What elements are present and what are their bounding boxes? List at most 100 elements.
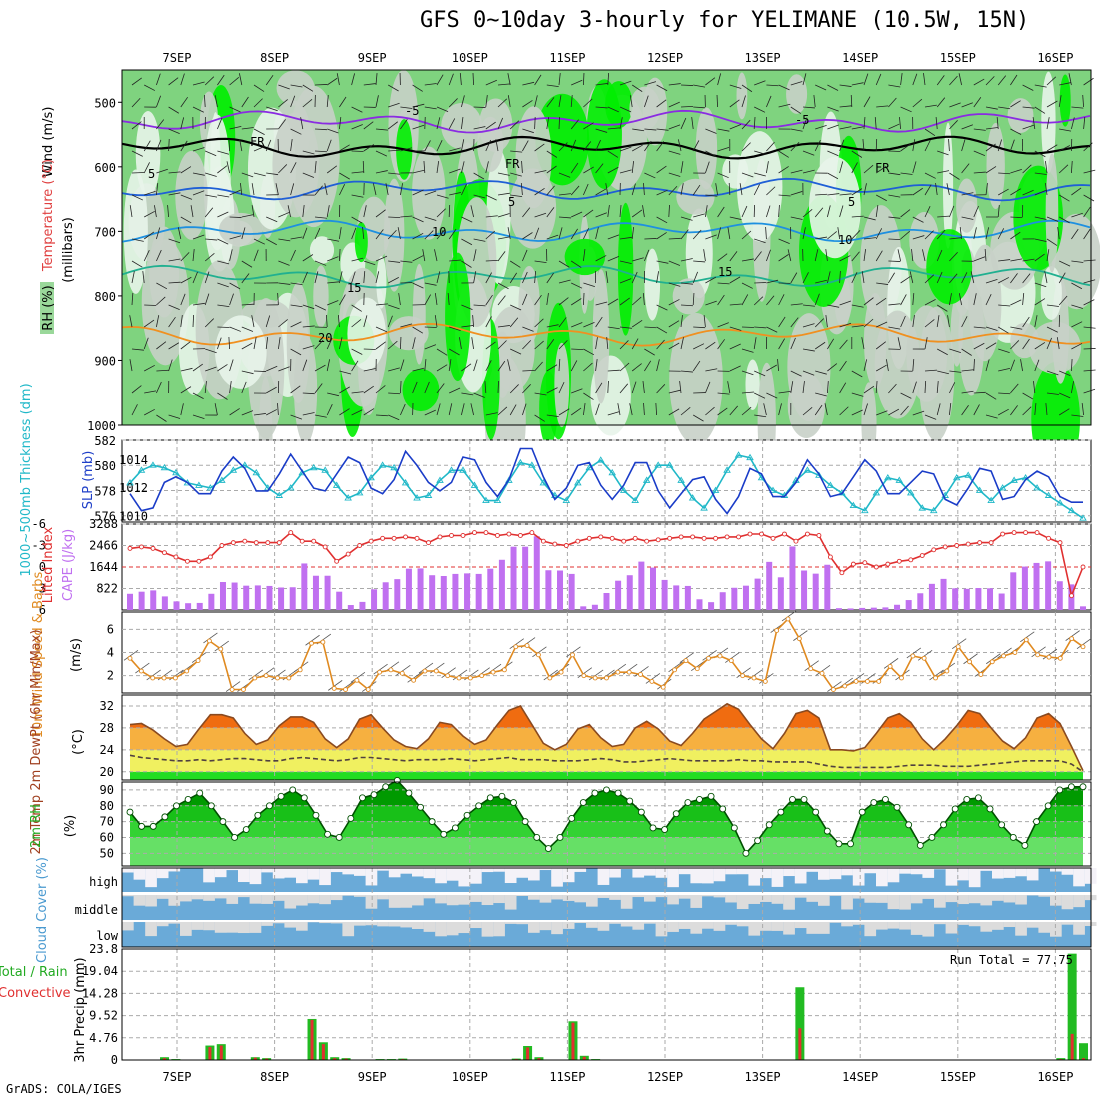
- slp-axis-label: SLP (mb): [81, 451, 96, 510]
- wind-barb: [571, 322, 583, 328]
- wind-barb: [715, 183, 718, 196]
- wind-barb: [875, 205, 879, 218]
- wind10m-speed-line-point: [1012, 650, 1018, 655]
- wind-barb: [571, 79, 583, 86]
- wind10m-barb: [917, 649, 933, 661]
- wind-barb: [875, 381, 878, 394]
- wind-barb: [485, 139, 492, 152]
- wind-barb: [192, 147, 205, 152]
- wind-barb: [607, 298, 619, 306]
- wind-barb: [876, 194, 887, 202]
- cloud-gap: [1015, 868, 1027, 877]
- wind-barb: [583, 122, 594, 130]
- wind-barb: [961, 216, 974, 220]
- wind-barb: [339, 144, 350, 152]
- wind-barb: [851, 162, 858, 174]
- wind-barb: [473, 249, 477, 262]
- wind-barb: [631, 183, 636, 196]
- lifted-index-line-point: [678, 534, 684, 540]
- wind-barb: [571, 348, 584, 351]
- wind-barb: [449, 326, 461, 332]
- wind-barb: [924, 230, 934, 240]
- wind-barb: [924, 274, 935, 284]
- wind-barb: [693, 326, 706, 329]
- wind-barb: [326, 95, 329, 108]
- wind-barb: [802, 73, 807, 86]
- thickness-line-point: [929, 506, 938, 514]
- wind-barb: [729, 365, 741, 372]
- rh2m-unit-label: (%): [63, 815, 78, 838]
- lifted-index-line-point: [586, 535, 592, 541]
- cloud-gap: [388, 895, 401, 908]
- wind-barb: [314, 227, 321, 240]
- wind-barb: [1059, 145, 1071, 152]
- wind-barb: [827, 84, 839, 91]
- wind-barb: [1010, 383, 1019, 394]
- wind-barb: [558, 95, 562, 108]
- wind-barb: [1034, 189, 1047, 196]
- precip-total-bar: [1067, 953, 1077, 1060]
- wind-barb: [400, 403, 406, 416]
- wind10m-unit-label: (m/s): [69, 638, 84, 672]
- wind-barb: [814, 404, 823, 416]
- wind-barb: [129, 315, 133, 328]
- wind10m-speed-line-point: [694, 666, 700, 672]
- lifted-index-line-point: [908, 557, 914, 563]
- wind-barb: [522, 81, 535, 86]
- wind-barb: [693, 106, 706, 109]
- wind-barb: [558, 116, 560, 130]
- wind-barb: [546, 414, 559, 418]
- rh-patch: [412, 263, 426, 365]
- cloud-gap: [354, 922, 366, 926]
- cape-bar: [742, 585, 749, 610]
- wind10m-speed-line-point: [774, 628, 780, 633]
- cape-bar: [545, 570, 552, 610]
- wind-barb: [314, 414, 327, 418]
- wind-barb: [156, 414, 167, 422]
- wind-barb: [802, 208, 813, 218]
- wind-barb: [497, 172, 510, 176]
- wind-barb: [217, 165, 228, 174]
- wind-barb: [388, 172, 401, 175]
- cape-bar: [847, 608, 854, 610]
- wind-barb: [351, 271, 356, 284]
- wind-barb: [863, 117, 866, 130]
- wind-barb: [546, 234, 559, 240]
- wind-barb: [876, 282, 889, 285]
- lifted-index-line-point: [368, 538, 374, 544]
- wind-barb: [167, 205, 169, 218]
- rh-line-point: [893, 803, 901, 811]
- lifted-index-line-point: [552, 541, 558, 547]
- wind-barb: [705, 276, 717, 284]
- wind-barb: [156, 249, 162, 262]
- wind-barb: [327, 128, 339, 134]
- lifted-index-line-point: [609, 535, 615, 541]
- lifted-index-line-point: [494, 533, 500, 538]
- rh-patch: [786, 74, 808, 114]
- wind-barb: [253, 249, 259, 262]
- wind-barb: [727, 227, 731, 240]
- wind-barb: [802, 227, 806, 240]
- wind10m-barb: [135, 662, 150, 674]
- rh-line-point: [637, 808, 645, 816]
- wind-barb: [766, 205, 771, 218]
- wind-barb: [1034, 84, 1047, 88]
- wind-barb: [1058, 164, 1069, 174]
- wind-barb: [888, 260, 901, 262]
- wind-barb: [400, 183, 404, 196]
- wind-barb: [1083, 77, 1094, 86]
- contour-label: 10: [838, 233, 852, 247]
- cloud-gap: [435, 895, 447, 904]
- wind-barb: [217, 194, 230, 198]
- cloud-gap: [145, 922, 157, 937]
- wind10m-speed-line-point: [558, 669, 564, 675]
- thickness-line-point: [562, 496, 571, 504]
- wind-barb: [741, 294, 749, 306]
- wind-barb: [741, 370, 754, 376]
- wind-barb: [729, 251, 738, 262]
- cloud-gap: [493, 922, 505, 937]
- cape-bar: [173, 601, 180, 610]
- wind-barb: [180, 166, 192, 174]
- cloud-gap: [156, 868, 169, 879]
- wind10m-barb: [793, 630, 808, 641]
